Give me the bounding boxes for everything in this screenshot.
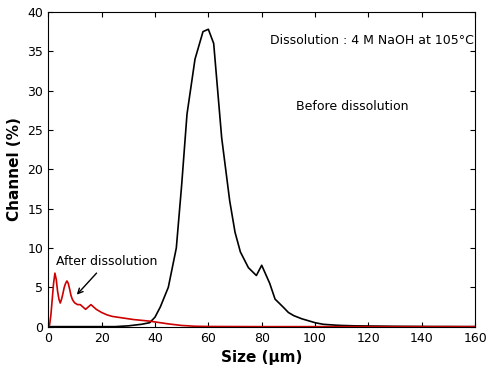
X-axis label: Size (μm): Size (μm) xyxy=(221,350,302,365)
Y-axis label: Channel (%): Channel (%) xyxy=(7,117,22,221)
Text: Before dissolution: Before dissolution xyxy=(296,100,408,113)
Text: Dissolution : 4 M NaOH at 105°C: Dissolution : 4 M NaOH at 105°C xyxy=(270,34,474,47)
Text: After dissolution: After dissolution xyxy=(56,255,158,294)
